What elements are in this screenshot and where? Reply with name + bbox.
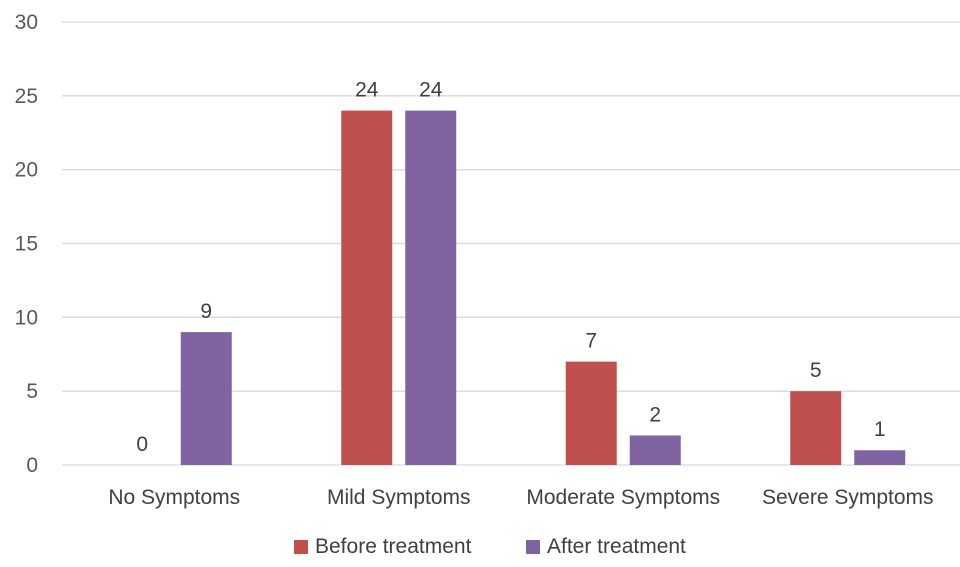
data-label: 5 xyxy=(810,359,822,382)
legend-label-after: After treatment xyxy=(547,535,686,558)
legend: Before treatment After treatment xyxy=(294,535,686,558)
bar-after-no-symptoms xyxy=(180,332,232,465)
y-tick-label: 25 xyxy=(15,85,38,108)
x-category-label: Moderate Symptoms xyxy=(526,486,720,509)
data-label: 0 xyxy=(136,433,148,456)
data-label: 2 xyxy=(649,403,661,426)
x-category-label: No Symptoms xyxy=(108,486,240,509)
y-tick-label: 5 xyxy=(26,380,38,403)
bar-before-moderate-symptoms xyxy=(565,361,617,465)
bar-after-severe-symptoms xyxy=(854,450,906,465)
y-tick-label: 15 xyxy=(15,233,38,256)
bars xyxy=(180,110,906,465)
legend-swatch-after xyxy=(526,540,540,554)
y-tick-label: 0 xyxy=(26,454,38,477)
y-axis-ticks: 0 5 10 15 20 25 30 xyxy=(15,11,38,477)
legend-swatch-before xyxy=(294,540,308,554)
data-label: 24 xyxy=(419,79,443,102)
data-labels: 0 9 24 24 7 2 5 1 xyxy=(136,79,885,456)
x-category-label: Severe Symptoms xyxy=(762,486,934,509)
data-label: 9 xyxy=(200,300,212,323)
data-label: 24 xyxy=(355,79,379,102)
y-tick-label: 20 xyxy=(15,159,38,182)
legend-label-before: Before treatment xyxy=(315,535,472,558)
x-category-label: Mild Symptoms xyxy=(327,486,471,509)
bar-after-mild-symptoms xyxy=(405,110,457,465)
bar-after-moderate-symptoms xyxy=(629,435,681,465)
bar-before-mild-symptoms xyxy=(341,110,393,465)
y-tick-label: 30 xyxy=(15,11,38,34)
data-label: 1 xyxy=(874,418,886,441)
bar-before-severe-symptoms xyxy=(790,391,842,465)
y-tick-label: 10 xyxy=(15,306,38,329)
x-axis-categories: No Symptoms Mild Symptoms Moderate Symptom… xyxy=(108,486,933,509)
data-label: 7 xyxy=(585,330,597,353)
